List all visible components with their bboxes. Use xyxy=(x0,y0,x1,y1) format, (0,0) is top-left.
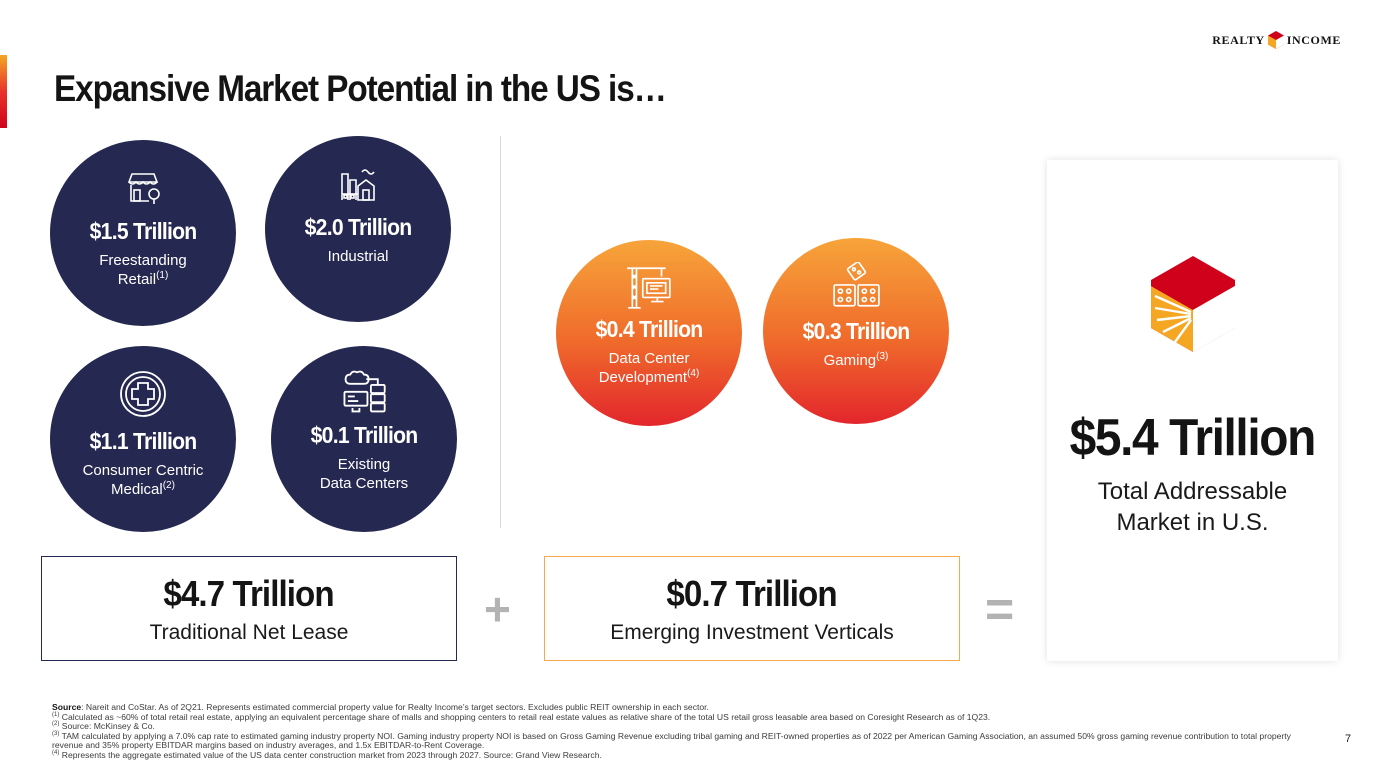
page-title: Expansive Market Potential in the US is… xyxy=(54,68,667,109)
label-gaming: Gaming(3) xyxy=(823,351,889,370)
realty-income-emblem-icon xyxy=(1150,256,1235,352)
source-note: Source: Nareit and CoStar. As of 2Q21. R… xyxy=(52,702,709,712)
value-industrial: $2.0 Trillion xyxy=(304,214,413,240)
circle-consumer-medical: $1.1 Trillion Consumer Centric Medical(2… xyxy=(50,346,236,532)
accent-bar xyxy=(0,55,7,128)
footnote-ref-3: (3) xyxy=(876,351,889,362)
total-value: $5.4 Trillion xyxy=(1069,409,1317,467)
label-industrial: Industrial xyxy=(327,248,389,265)
label-data-center-development: Data Center Development(4) xyxy=(598,350,700,386)
traditional-total-label: Traditional Net Lease xyxy=(149,620,349,644)
equals-sign: = xyxy=(985,581,1015,637)
plus-sign: + xyxy=(484,583,511,635)
label-freestanding-retail: Freestanding Retail(1) xyxy=(99,252,187,288)
emerging-total-value: $0.7 Trillion xyxy=(666,572,838,614)
logo-text-right: INCOME xyxy=(1286,32,1341,47)
circle-freestanding-retail: $1.5 Trillion Freestanding Retail(1) xyxy=(50,140,236,326)
value-freestanding-retail: $1.5 Trillion xyxy=(89,218,198,244)
page-number: 7 xyxy=(1345,733,1352,745)
traditional-net-lease-box: $4.7 Trillion Traditional Net Lease xyxy=(41,556,457,661)
label-existing-data-centers: Existing Data Centers xyxy=(319,456,409,492)
footnote-ref-4: (4) xyxy=(687,368,700,379)
server-cloud-icon xyxy=(343,370,386,413)
circle-gaming: $0.3 Trillion Gaming(3) xyxy=(763,238,949,424)
footnote-ref-2: (2) xyxy=(162,480,175,491)
value-gaming: $0.3 Trillion xyxy=(802,318,911,344)
factory-icon xyxy=(341,169,375,201)
label-consumer-medical: Consumer Centric Medical(2) xyxy=(82,462,204,498)
realty-income-logo: REALTY INCOME xyxy=(1212,31,1341,49)
footnote-3: (3) TAM calculated by applying a 7.0% ca… xyxy=(52,730,1291,751)
logo-mark-icon xyxy=(1267,31,1284,49)
crane-computer-icon xyxy=(627,267,671,309)
emerging-total-label: Emerging Investment Verticals xyxy=(610,620,894,644)
value-existing-data-centers: $0.1 Trillion xyxy=(310,422,419,448)
dice-icon xyxy=(833,262,880,307)
footnote-4: (4) Represents the aggregate estimated v… xyxy=(52,749,602,760)
footnote-2: (2) Source: McKinsey & Co. xyxy=(52,721,155,732)
total-addressable-market-card: $5.4 Trillion Total Addressable Market i… xyxy=(1047,160,1338,661)
total-label: Total Addressable Market in U.S. xyxy=(1097,478,1288,536)
traditional-total-value: $4.7 Trillion xyxy=(163,572,335,614)
footnotes: Source: Nareit and CoStar. As of 2Q21. R… xyxy=(52,702,1312,761)
logo-text-left: REALTY xyxy=(1212,32,1265,47)
circle-data-center-development: $0.4 Trillion Data Center Development(4) xyxy=(556,240,742,426)
section-divider xyxy=(500,136,501,528)
storefront-icon xyxy=(127,173,160,204)
medical-cross-icon xyxy=(120,371,166,417)
circle-existing-data-centers: $0.1 Trillion Existing Data Centers xyxy=(271,346,457,532)
footnote-1: (1) Calculated as ~60% of total retail r… xyxy=(52,711,991,722)
emerging-verticals-box: $0.7 Trillion Emerging Investment Vertic… xyxy=(544,556,960,661)
circle-industrial: $2.0 Trillion Industrial xyxy=(265,136,451,322)
value-consumer-medical: $1.1 Trillion xyxy=(89,428,198,454)
value-data-center-development: $0.4 Trillion xyxy=(595,316,704,342)
footnote-ref-1: (1) xyxy=(156,270,169,281)
